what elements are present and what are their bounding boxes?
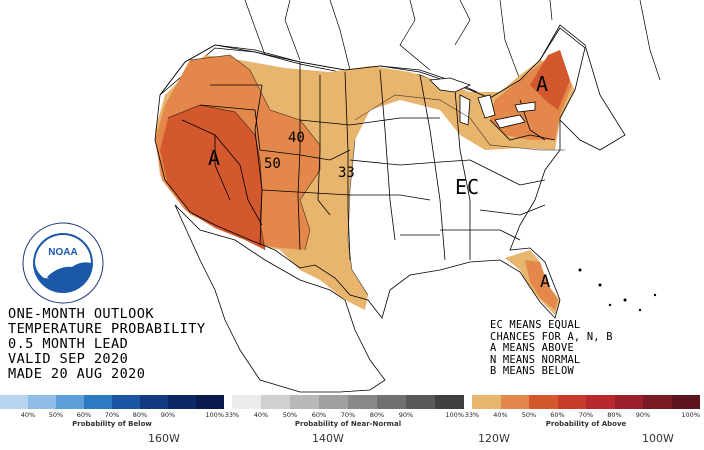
legend-below-swatch	[196, 395, 224, 409]
label-ec: EC	[455, 175, 480, 199]
legend-below-tick: 60%	[76, 411, 92, 419]
ec-note-line-5: B MEANS BELOW	[490, 365, 574, 378]
legend-above-swatch	[529, 395, 558, 409]
legend-below-bar	[0, 395, 224, 409]
legend-normal-swatch	[232, 395, 261, 409]
legend-above-tick: 90%	[635, 411, 651, 419]
outlook-title-block: ONE-MONTH OUTLOOK TEMPERATURE PROBABILIT…	[8, 307, 205, 382]
above-50-region	[160, 105, 265, 250]
ec-note-line-4: N MEANS NORMAL	[490, 353, 581, 366]
legend-above-swatch	[586, 395, 615, 409]
legend-normal-tick: 90%	[398, 411, 414, 419]
legend-normal-ticks: 33% 40% 50% 60% 70% 80% 90% 100%	[225, 409, 464, 419]
legend-normal-tick: 70%	[340, 411, 356, 419]
longitude-label-160w: 160W	[148, 432, 180, 445]
title-line-5: MADE 20 AUG 2020	[8, 366, 146, 382]
legend-normal-tick: 33%	[224, 411, 240, 419]
legend-below-swatch	[112, 395, 140, 409]
legend-above-tick: 80%	[607, 411, 622, 419]
legend-above-tick: 50%	[521, 411, 537, 419]
legend-below-swatch	[84, 395, 112, 409]
ec-note-line-1: EC MEANS EQUAL	[490, 319, 581, 331]
title-line-2: TEMPERATURE PROBABILITY	[8, 321, 206, 337]
legend-above-swatch	[472, 395, 501, 409]
legend-above-tick: 100%	[681, 411, 700, 419]
legend-below-tick: 100%	[205, 411, 224, 419]
legend-below-caption: Probability of Below	[72, 420, 152, 428]
longitude-label-140w: 140W	[312, 432, 344, 445]
contour-lines	[167, 54, 565, 296]
legend-below-ticks: 40% 50% 60% 70% 80% 90% 100%	[0, 409, 224, 419]
legend-above-caption: Probability of Above	[545, 420, 627, 428]
longitude-label-120w: 120W	[478, 432, 510, 445]
background-lines	[244, 0, 661, 81]
contour-label-50: 50	[264, 156, 281, 172]
legend-below-swatch	[140, 395, 168, 409]
legend-above-swatch	[643, 395, 672, 409]
longitude-label-100w: 100W	[642, 432, 674, 445]
legend-above-swatch	[500, 395, 529, 409]
legend-above-ticks: 33% 40% 50% 60% 70% 80% 90% 100%	[465, 409, 700, 419]
legend-normal-swatch	[319, 395, 348, 409]
legend-normal-swatch	[261, 395, 290, 409]
legend-below-tick: 40%	[20, 411, 36, 419]
caribbean-islands	[578, 268, 657, 312]
legend-above-tick: 33%	[464, 411, 480, 419]
legend-above-tick: 70%	[578, 411, 594, 419]
noaa-logo-icon: NOAA	[22, 222, 104, 304]
legend-below-tick: 90%	[160, 411, 176, 419]
legend-below-swatch	[168, 395, 196, 409]
legend-below-swatch	[56, 395, 84, 409]
legend-below-tick: 80%	[132, 411, 148, 419]
legend-normal-tick: 50%	[282, 411, 298, 419]
contour-label-33: 33	[338, 165, 355, 181]
title-line-3: 0.5 MONTH LEAD	[8, 336, 129, 352]
label-florida-a: A	[540, 272, 551, 292]
legend-normal-swatch	[435, 395, 464, 409]
legend-below-tick: 70%	[104, 411, 120, 419]
legend-normal-swatch	[377, 395, 406, 409]
legend-normal: 33% 40% 50% 60% 70% 80% 90% 100% Probability of…	[225, 395, 464, 431]
label-west-a: A	[208, 146, 221, 170]
legend-normal-tick: 80%	[369, 411, 385, 419]
label-northeast-a: A	[536, 72, 549, 96]
ec-explanation: EC MEANS EQUAL CHANCES FOR A, N, B A MEA…	[490, 319, 613, 378]
legend-above-swatch	[671, 395, 700, 409]
legend-normal-tick: 40%	[253, 411, 269, 419]
florida-above-40-region	[525, 260, 558, 310]
legend-below-swatch	[28, 395, 56, 409]
title-line-4: VALID SEP 2020	[8, 351, 129, 367]
legend-above-tick: 40%	[493, 411, 508, 419]
ec-note-line-3: A MEANS ABOVE	[490, 342, 574, 355]
legend-normal-swatch	[290, 395, 319, 409]
state-borders	[154, 27, 586, 319]
legend-normal-tick: 100%	[445, 411, 464, 419]
legend-above-tick: 60%	[550, 411, 565, 419]
legend-normal-swatch	[406, 395, 435, 409]
legend-normal-tick: 60%	[311, 411, 327, 419]
northeast-above-50-region	[530, 50, 570, 110]
legend-above-bar	[472, 395, 700, 409]
ec-region	[348, 95, 570, 300]
legend-normal-bar	[232, 395, 464, 409]
legend-below: 40% 50% 60% 70% 80% 90% 100% Probability of Be…	[0, 395, 224, 431]
legend-above-swatch	[557, 395, 586, 409]
legend-below-swatch	[0, 395, 28, 409]
legend-normal-swatch	[348, 395, 377, 409]
legend-above: 33% 40% 50% 60% 70% 80% 90% 100% Probability of…	[465, 395, 700, 431]
legend-below-tick: 50%	[48, 411, 64, 419]
legend-normal-caption: Probability of Near-Normal	[294, 420, 402, 428]
great-lakes	[429, 77, 536, 129]
ec-note-line-2: CHANCES FOR A, N, B	[490, 330, 613, 343]
title-line-1: ONE-MONTH OUTLOOK	[8, 306, 154, 322]
contour-label-40: 40	[288, 130, 305, 146]
legend-above-swatch	[614, 395, 643, 409]
svg-text:NOAA: NOAA	[48, 247, 77, 258]
